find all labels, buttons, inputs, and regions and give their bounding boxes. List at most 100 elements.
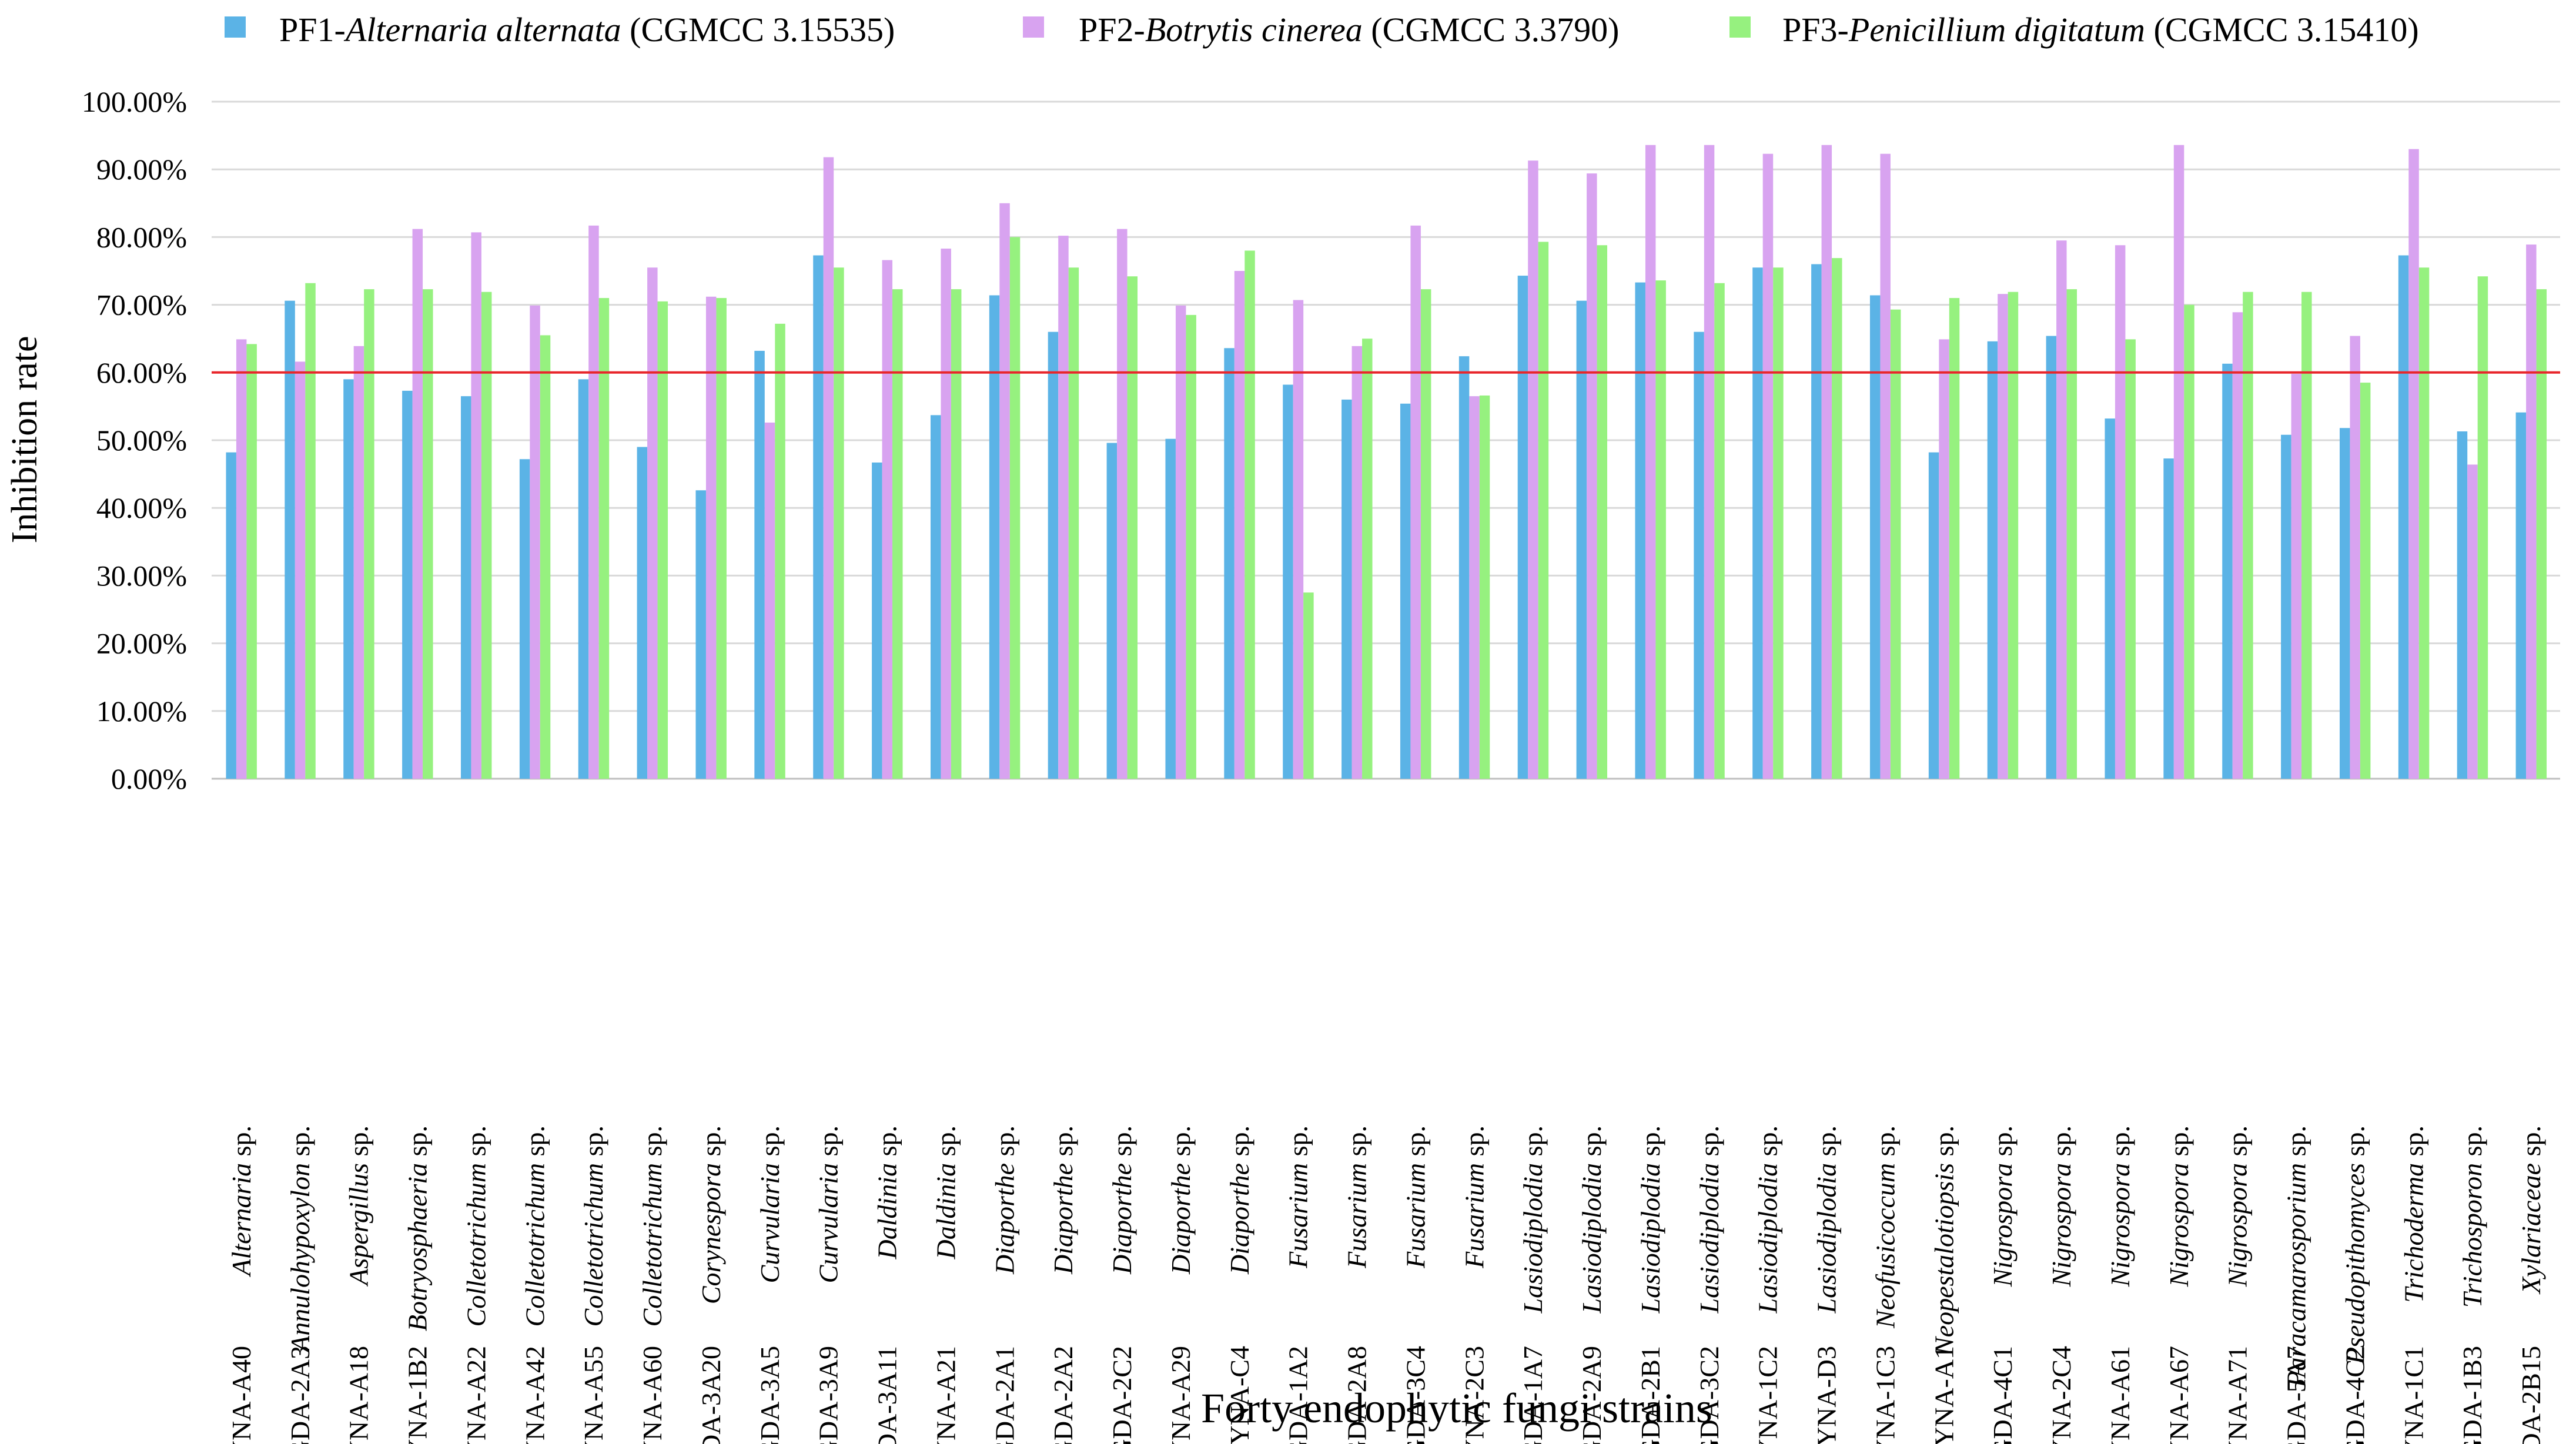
bar-pf1-gda-2a1 xyxy=(989,295,1000,779)
x-tick-genus-label: Annulohypoxylon sp. xyxy=(285,1125,315,1354)
bar-pf3-gda-1b3 xyxy=(2477,276,2488,779)
bar-pf3-gda-3c2 xyxy=(1714,283,1725,779)
x-tick-genus-label: Pseudopithomyces sp. xyxy=(2340,1125,2370,1365)
bar-pf2-gda-2c2 xyxy=(1117,229,1128,779)
x-tick-genus-label: Paracamarosporium sp. xyxy=(2281,1125,2311,1388)
x-tick-code-label: YNA-A60 xyxy=(637,1346,667,1444)
x-tick-code-label: YNA-1C3 xyxy=(1870,1346,1900,1444)
bar-pf2-yna-a67 xyxy=(2173,145,2184,779)
bar-pf1-yna-a22 xyxy=(460,396,471,779)
bar-pf3-yna-a1 xyxy=(1949,298,1960,779)
x-tick-genus-label: Daldinia sp. xyxy=(931,1125,961,1259)
x-tick-genus-label: Fusarium sp. xyxy=(1459,1125,1489,1269)
y-axis-title: Inhibition rate xyxy=(5,336,45,544)
y-tick-label: 40.00% xyxy=(96,491,187,524)
x-tick-code-label: GDA-3A20 xyxy=(696,1346,726,1444)
x-tick-code-label: YNA-A61 xyxy=(2105,1346,2135,1444)
x-tick-genus-label: Curvularia sp. xyxy=(814,1125,844,1283)
bar-pf3-yna-1c1 xyxy=(2418,267,2430,779)
bar-pf2-gda-3a5 xyxy=(764,423,775,779)
bar-pf1-yna-a42 xyxy=(519,459,530,779)
bar-pf1-gda-2a9 xyxy=(1576,300,1587,779)
x-tick-genus-label: Daldinia sp. xyxy=(872,1125,902,1259)
bar-pf1-yna-d3 xyxy=(1811,264,1822,779)
x-tick-genus-label: Fusarium sp. xyxy=(1342,1125,1372,1269)
bar-pf1-gda-2a3 xyxy=(285,300,295,779)
x-tick-genus-label: Fusarium sp. xyxy=(1283,1125,1313,1269)
gridlines xyxy=(212,100,2560,780)
bar-pf3-gda-2c2 xyxy=(1127,276,1138,779)
x-tick-genus-label: Neopestalotiopsis sp. xyxy=(1929,1125,1959,1356)
x-tick-code-label: GDA-3A5 xyxy=(755,1346,785,1444)
bar-pf2-gda-4c2 xyxy=(2350,336,2360,779)
legend-label-pf3: PF3-Penicillium digitatum (CGMCC 3.15410… xyxy=(1782,11,2419,49)
bar-pf1-yna-a60 xyxy=(637,447,648,779)
x-tick-genus-label: Lasiodiplodia sp. xyxy=(1518,1125,1548,1314)
bar-pf3-yna-1c3 xyxy=(1890,309,1901,779)
bar-pf1-yna-a40 xyxy=(226,452,236,779)
x-tick-code-label: YNA-A22 xyxy=(461,1346,491,1444)
x-tick-genus-label: Xylariaceae sp. xyxy=(2516,1125,2546,1295)
bar-pf2-yna-a22 xyxy=(471,232,481,779)
bar-pf1-yna-a21 xyxy=(930,415,941,779)
x-axis-labels: Alternaria sp. YNA-A40 Annulohypoxylon sp.… xyxy=(226,1125,2546,1444)
bar-pf1-gda-4c1 xyxy=(1987,341,1998,779)
bar-pf3-gda-2b15 xyxy=(2536,289,2547,779)
bar-pf3-gda-3a5 xyxy=(775,323,785,779)
bar-pf3-gda-2a3 xyxy=(305,283,316,779)
x-tick-code-label: YNA-2C4 xyxy=(2046,1346,2076,1444)
x-tick-genus-label: Colletotrichum sp. xyxy=(461,1125,491,1326)
x-tick-genus-label: Fusarium sp. xyxy=(1400,1125,1430,1269)
x-tick-code-label: GDA-1A2 xyxy=(1283,1346,1313,1444)
bar-pf3-yna-2c4 xyxy=(2066,289,2077,779)
legend-label-pf2: PF2-Botrytis cinerea (CGMCC 3.3790) xyxy=(1079,11,1619,49)
x-tick-code-label: YNA-A1 xyxy=(1929,1346,1959,1444)
bar-pf1-gda-3a11 xyxy=(872,463,882,779)
bar-pf1-yna-1c3 xyxy=(1869,295,1881,779)
bar-pf1-yna-a61 xyxy=(2105,418,2115,779)
bar-pf3-gda-1a2 xyxy=(1303,592,1314,779)
y-tick-label: 60.00% xyxy=(96,356,187,389)
legend-swatch-pf3 xyxy=(1729,16,1751,38)
x-tick-genus-label: Trichoderma sp. xyxy=(2398,1125,2428,1303)
bar-pf1-yna-1c2 xyxy=(1752,267,1763,779)
bar-pf1-yna-a1 xyxy=(1928,452,1939,779)
x-tick-genus-label: Trichosporon sp. xyxy=(2457,1125,2487,1308)
bar-pf1-gda-1a2 xyxy=(1283,384,1293,779)
x-tick-genus-label: Diaporthe sp. xyxy=(1048,1125,1078,1275)
x-tick-genus-label: Neofusicoccum sp. xyxy=(1870,1125,1900,1329)
x-tick-code-label: GDA-2A2 xyxy=(1048,1346,1078,1444)
bar-pf1-gda-3c2 xyxy=(1694,331,1704,779)
x-tick-code-label: YNA-A18 xyxy=(344,1346,374,1444)
bar-pf3-gda-3a11 xyxy=(892,289,903,779)
bar-pf2-gda-3c2 xyxy=(1704,145,1715,779)
bar-pf2-yna-a42 xyxy=(530,305,540,779)
bar-pf1-gda-4c2 xyxy=(2339,428,2350,779)
bar-pf3-gda-2a8 xyxy=(1362,339,1373,779)
bar-pf1-gda-2b1 xyxy=(1635,282,1645,779)
bar-pf1-yna-c4 xyxy=(1224,348,1235,779)
bar-pf1-gda-1a7 xyxy=(1517,276,1528,779)
x-tick-code-label: GDA-2B15 xyxy=(2516,1346,2546,1444)
x-tick-code-label: YNA-1C2 xyxy=(1753,1346,1783,1444)
bar-pf3-gda-1a7 xyxy=(1538,242,1549,779)
x-tick-genus-label: Lasiodiplodia sp. xyxy=(1812,1125,1842,1314)
bar-pf2-yna-a1 xyxy=(1939,339,1949,779)
legend-label-pf1: PF1-Alternaria alternata (CGMCC 3.15535) xyxy=(279,11,895,49)
bar-pf1-yna-a18 xyxy=(343,379,354,779)
x-tick-code-label: GDA-2A8 xyxy=(1342,1346,1372,1444)
bar-pf2-gda-2a2 xyxy=(1058,236,1069,779)
bar-pf3-gda-2b1 xyxy=(1655,280,1666,779)
bar-pf2-gda-2a9 xyxy=(1587,173,1597,779)
bar-pf3-yna-1b2 xyxy=(423,289,433,779)
x-tick-code-label: GDA-2A1 xyxy=(989,1346,1019,1444)
bar-pf3-yna-a29 xyxy=(1186,314,1196,779)
bar-pf3-yna-a21 xyxy=(951,289,962,779)
bar-pf1-yna-1c1 xyxy=(2398,255,2409,779)
bar-pf2-yna-a21 xyxy=(941,248,951,779)
x-tick-genus-label: Nigrospora sp. xyxy=(2046,1125,2076,1287)
bar-pf2-gda-3c4 xyxy=(1410,225,1421,779)
x-tick-code-label: GDA-2A3 xyxy=(285,1346,315,1444)
x-tick-genus-label: Aspergillus sp. xyxy=(344,1125,374,1287)
legend: PF1-Alternaria alternata (CGMCC 3.15535)… xyxy=(225,11,2419,49)
